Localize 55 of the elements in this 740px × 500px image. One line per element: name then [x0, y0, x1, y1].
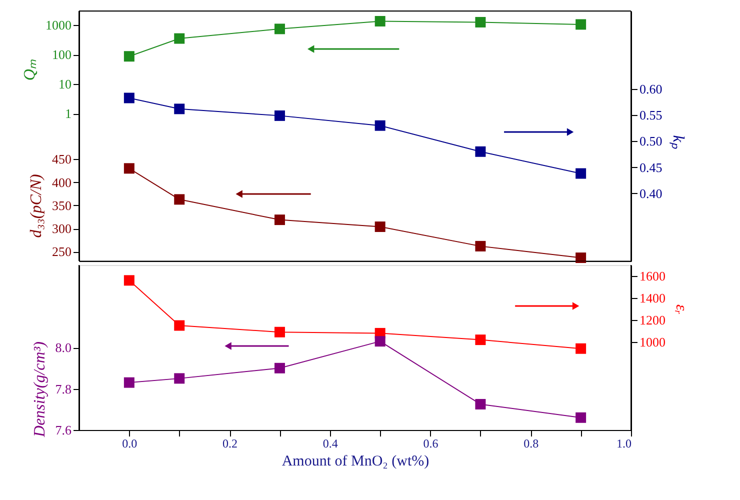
y2-tick-label: 0.60 — [640, 82, 662, 97]
point — [274, 110, 285, 121]
point — [475, 146, 486, 157]
x-tick-label: 1.0 — [616, 436, 632, 450]
y2-tick-label: 0.50 — [640, 134, 662, 149]
y3-tick-label: 300 — [52, 221, 72, 236]
y-tick-label: 7.6 — [55, 422, 72, 438]
point — [475, 16, 486, 28]
y-tick-label: 1000 — [46, 18, 72, 33]
point — [274, 326, 285, 338]
y-tick-label: 8.0 — [55, 340, 72, 355]
x-tick-label: 0.2 — [222, 436, 238, 450]
y-axis-title: Density(g/cm³) — [31, 342, 48, 438]
y2-tick-label: 1600 — [640, 268, 666, 284]
y2-tick-label: 0.45 — [640, 160, 662, 175]
point — [274, 362, 285, 374]
point — [576, 19, 586, 30]
y-axis-title: Qₘ — [22, 59, 38, 81]
y2-axis-title: εᵣ — [672, 304, 690, 315]
point — [475, 398, 486, 410]
point — [174, 104, 185, 114]
y-tick-label: 100 — [52, 47, 72, 62]
point — [124, 377, 134, 388]
point — [124, 275, 134, 286]
y2-tick-label: 0.55 — [640, 108, 662, 123]
x-tick-label: 0.6 — [423, 436, 438, 450]
y2-axis-title: kₚ — [669, 135, 686, 150]
point — [274, 24, 285, 34]
point — [124, 51, 134, 62]
point — [174, 373, 185, 384]
x-tick-label: 0.8 — [524, 436, 539, 450]
point — [475, 334, 486, 346]
y3-axis-title: d₃₃(pC/N) — [28, 174, 45, 238]
x-tick-label: 0.4 — [322, 436, 338, 450]
y3-tick-label: 450 — [52, 152, 72, 167]
y2-tick-label: 1000 — [640, 334, 666, 350]
y3-tick-label: 400 — [52, 174, 72, 190]
point — [174, 33, 185, 44]
y3-tick-label: 350 — [52, 198, 72, 213]
point — [374, 120, 386, 131]
y2-tick-label: 1400 — [640, 290, 666, 306]
y3-tick-label: 250 — [52, 244, 72, 260]
y2-tick-label: 0.40 — [640, 186, 662, 201]
point — [124, 92, 134, 104]
y-tick-label: 10 — [58, 76, 72, 92]
point — [374, 336, 386, 347]
x-axis-title: Amount of MnO₂ (wt%) — [282, 454, 430, 470]
point — [576, 412, 586, 423]
point — [374, 16, 386, 26]
point — [174, 320, 185, 331]
y-tick-label: 1 — [65, 106, 72, 122]
x-tick-label: 0.0 — [122, 436, 138, 450]
y-tick-label: 7.8 — [55, 381, 72, 396]
point — [576, 343, 586, 354]
y2-tick-label: 1200 — [640, 312, 666, 328]
